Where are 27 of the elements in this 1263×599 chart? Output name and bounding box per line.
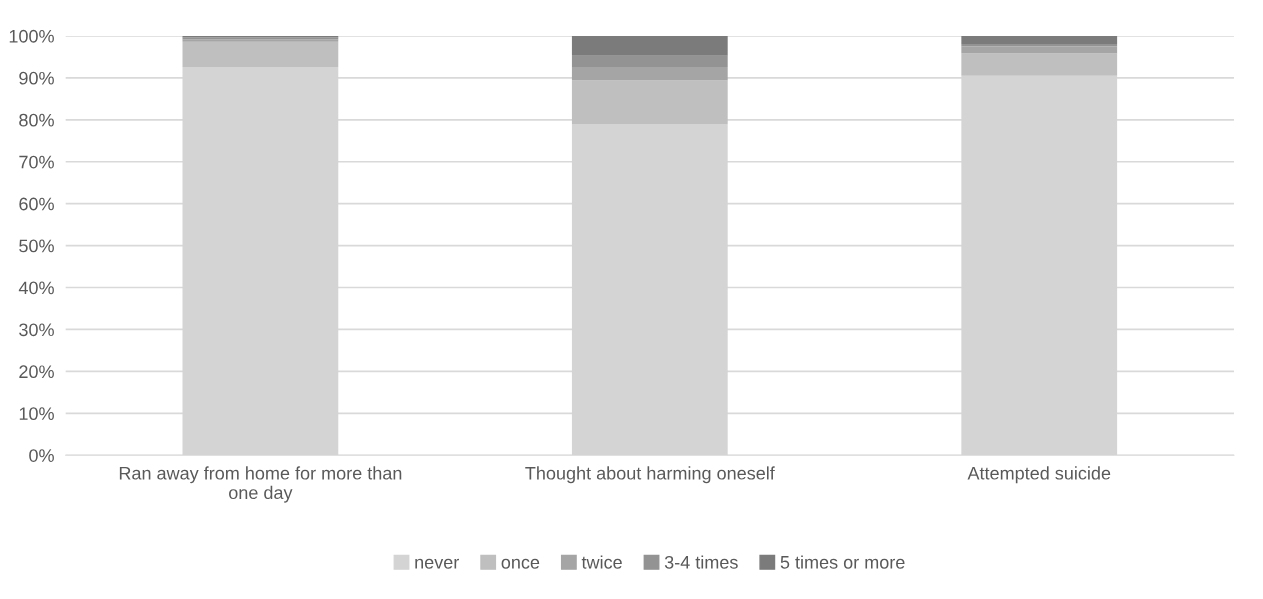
y-tick-label: 30% [19,323,54,337]
y-tick-label: 20% [19,365,54,379]
bar [961,46,1118,54]
y-tick-label: 40% [18,281,54,295]
y-tick-label: 80% [19,113,54,127]
x-tick-label: Attempted suicide [967,466,1111,484]
bar [571,80,728,124]
bar [571,66,728,81]
legend-label: 3-4 times [664,555,738,569]
legend-label: never [415,558,459,569]
bar [961,35,1118,44]
bar [571,55,728,67]
y-tick-label: 90% [19,71,54,85]
y-tick-label: 70% [19,155,54,169]
y-tick-label: 100% [9,29,54,43]
bar [961,53,1118,76]
legend-label: once [501,558,540,569]
x-tick-label: Thought about harming oneself [525,466,775,484]
y-tick-label: 10% [19,407,54,421]
x-tick-label: Ran away from home for more than one day [119,466,402,503]
legend-label: 5 times or more [780,555,905,569]
bar [571,35,728,56]
y-tick-label: 50% [19,239,54,253]
y-tick-label: 0% [29,449,54,462]
legend-label: twice [581,555,622,569]
bar [182,41,339,67]
y-tick-label: 60% [19,197,54,211]
